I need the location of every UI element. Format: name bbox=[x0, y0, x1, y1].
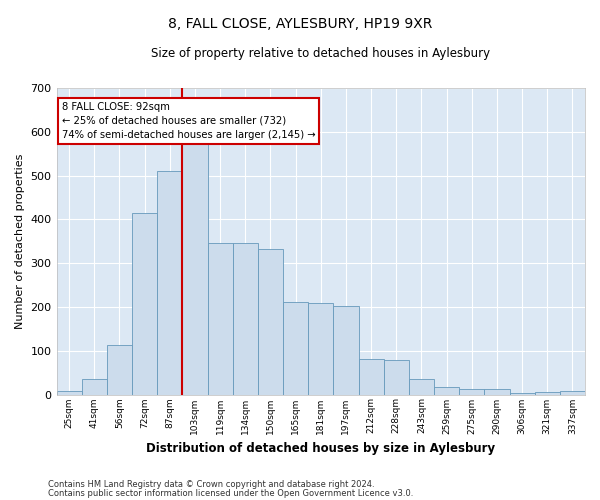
Bar bbox=[157, 171, 182, 394]
Bar bbox=[434, 386, 459, 394]
Bar bbox=[258, 248, 283, 394]
Bar bbox=[383, 360, 409, 394]
Bar bbox=[182, 143, 208, 395]
Text: 8 FALL CLOSE: 92sqm
← 25% of detached houses are smaller (732)
74% of semi-detac: 8 FALL CLOSE: 92sqm ← 25% of detached ho… bbox=[62, 102, 316, 140]
Bar bbox=[283, 302, 308, 394]
Text: 8, FALL CLOSE, AYLESBURY, HP19 9XR: 8, FALL CLOSE, AYLESBURY, HP19 9XR bbox=[168, 18, 432, 32]
Bar bbox=[308, 302, 334, 394]
X-axis label: Distribution of detached houses by size in Aylesbury: Distribution of detached houses by size … bbox=[146, 442, 496, 455]
Bar bbox=[334, 306, 359, 394]
Bar bbox=[484, 390, 509, 394]
Bar bbox=[56, 391, 82, 394]
Bar bbox=[560, 391, 585, 394]
Text: Contains HM Land Registry data © Crown copyright and database right 2024.: Contains HM Land Registry data © Crown c… bbox=[48, 480, 374, 489]
Bar bbox=[82, 379, 107, 394]
Bar bbox=[509, 393, 535, 394]
Bar bbox=[459, 390, 484, 394]
Text: Contains public sector information licensed under the Open Government Licence v3: Contains public sector information licen… bbox=[48, 489, 413, 498]
Y-axis label: Number of detached properties: Number of detached properties bbox=[15, 154, 25, 329]
Bar bbox=[132, 213, 157, 394]
Bar bbox=[409, 379, 434, 394]
Bar bbox=[208, 244, 233, 394]
Title: Size of property relative to detached houses in Aylesbury: Size of property relative to detached ho… bbox=[151, 48, 490, 60]
Bar bbox=[359, 360, 383, 394]
Bar bbox=[107, 345, 132, 395]
Bar bbox=[535, 392, 560, 394]
Bar bbox=[233, 244, 258, 394]
